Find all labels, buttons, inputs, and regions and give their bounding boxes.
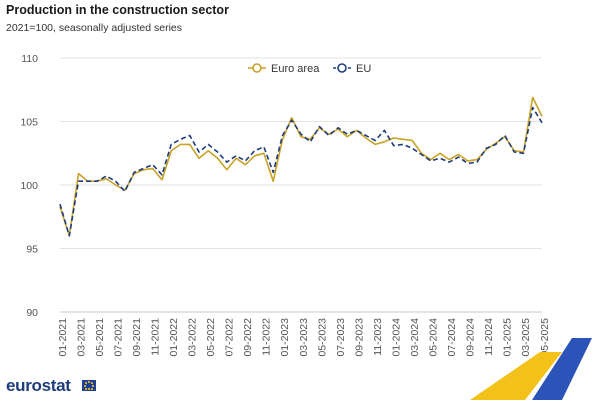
- x-tick-label: 05-2021: [94, 318, 106, 357]
- x-tick-label: 09-2022: [242, 318, 254, 357]
- series-line-euro-area: [59, 96, 543, 237]
- legend-label[interactable]: EU: [356, 63, 371, 75]
- x-tick-label: 03-2023: [298, 318, 310, 357]
- chart-grid: [60, 57, 542, 313]
- x-tick-label: 03-2021: [75, 318, 87, 357]
- x-tick-label: 09-2023: [353, 318, 365, 357]
- x-axis: 01-2021 03-2021 05-2021 07-2021 09-2021 11-20…: [57, 318, 551, 357]
- x-tick-label: 11-2022: [261, 318, 273, 356]
- x-tick-label: 01-2021: [57, 318, 69, 357]
- x-tick-label: 01-2022: [168, 318, 180, 357]
- y-tick-label: 90: [26, 307, 38, 319]
- x-tick-label: 07-2021: [112, 318, 124, 357]
- y-tick-label: 100: [20, 180, 38, 192]
- x-tick-label: 05-2025: [539, 318, 551, 357]
- x-tick-label: 01-2024: [390, 318, 402, 357]
- x-tick-label: 01-2023: [279, 318, 291, 357]
- x-tick-label: 11-2024: [483, 318, 495, 356]
- y-tick-label: 110: [21, 53, 38, 65]
- x-tick-label: 11-2021: [149, 318, 161, 356]
- eurostat-logo: eurostat: [6, 376, 71, 395]
- legend-marker[interactable]: [252, 63, 262, 73]
- chart-title: Production in the construction sector: [6, 3, 229, 17]
- x-tick-label: 03-2022: [187, 318, 199, 357]
- eurostat-swoosh-graphic: [470, 338, 592, 400]
- chart-subtitle: 2021=100, seasonally adjusted series: [6, 22, 182, 34]
- chart-legend: Euro area EU: [248, 63, 371, 75]
- x-tick-label: 03-2024: [409, 318, 421, 357]
- x-tick-label: 07-2024: [446, 318, 458, 357]
- x-tick-label: 09-2021: [131, 318, 143, 357]
- chart-series: [59, 96, 543, 237]
- legend-label[interactable]: Euro area: [271, 63, 320, 75]
- y-tick-label: 105: [20, 117, 38, 129]
- y-tick-label: 95: [26, 244, 38, 256]
- eu-flag-icon: [82, 380, 96, 391]
- x-tick-label: 05-2022: [205, 318, 217, 357]
- x-tick-label: 09-2024: [465, 318, 477, 357]
- x-tick-label: 05-2023: [316, 318, 328, 357]
- x-tick-label: 07-2023: [335, 318, 347, 357]
- x-tick-label: 05-2024: [428, 318, 440, 357]
- x-tick-label: 11-2023: [372, 318, 384, 356]
- series-line-eu: [59, 106, 543, 237]
- x-tick-label: 03-2025: [520, 318, 532, 357]
- y-axis: 90 95 100 105 110: [20, 53, 38, 319]
- legend-marker[interactable]: [337, 63, 347, 73]
- x-tick-label: 07-2022: [224, 318, 236, 357]
- x-tick-label: 01-2025: [502, 318, 514, 357]
